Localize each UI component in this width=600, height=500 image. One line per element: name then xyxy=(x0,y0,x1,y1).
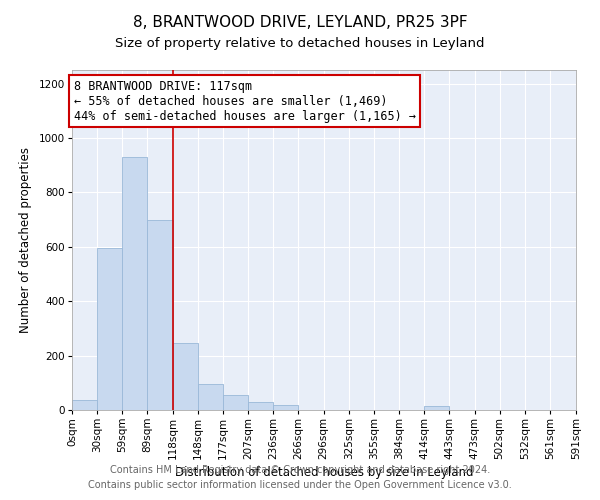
Bar xyxy=(173,342,198,410)
Text: Size of property relative to detached houses in Leyland: Size of property relative to detached ho… xyxy=(115,38,485,51)
Bar xyxy=(97,248,122,410)
Y-axis label: Number of detached properties: Number of detached properties xyxy=(19,147,32,333)
Bar xyxy=(248,402,273,410)
Bar xyxy=(198,384,223,410)
Bar xyxy=(72,400,97,410)
X-axis label: Distribution of detached houses by size in Leyland: Distribution of detached houses by size … xyxy=(175,466,473,479)
Bar xyxy=(148,220,173,410)
Bar xyxy=(273,405,298,410)
Text: Contains HM Land Registry data © Crown copyright and database right 2024.
Contai: Contains HM Land Registry data © Crown c… xyxy=(88,465,512,490)
Bar xyxy=(122,157,148,410)
Text: 8 BRANTWOOD DRIVE: 117sqm
← 55% of detached houses are smaller (1,469)
44% of se: 8 BRANTWOOD DRIVE: 117sqm ← 55% of detac… xyxy=(74,80,416,122)
Text: 8, BRANTWOOD DRIVE, LEYLAND, PR25 3PF: 8, BRANTWOOD DRIVE, LEYLAND, PR25 3PF xyxy=(133,15,467,30)
Bar xyxy=(424,406,449,410)
Bar xyxy=(223,395,248,410)
